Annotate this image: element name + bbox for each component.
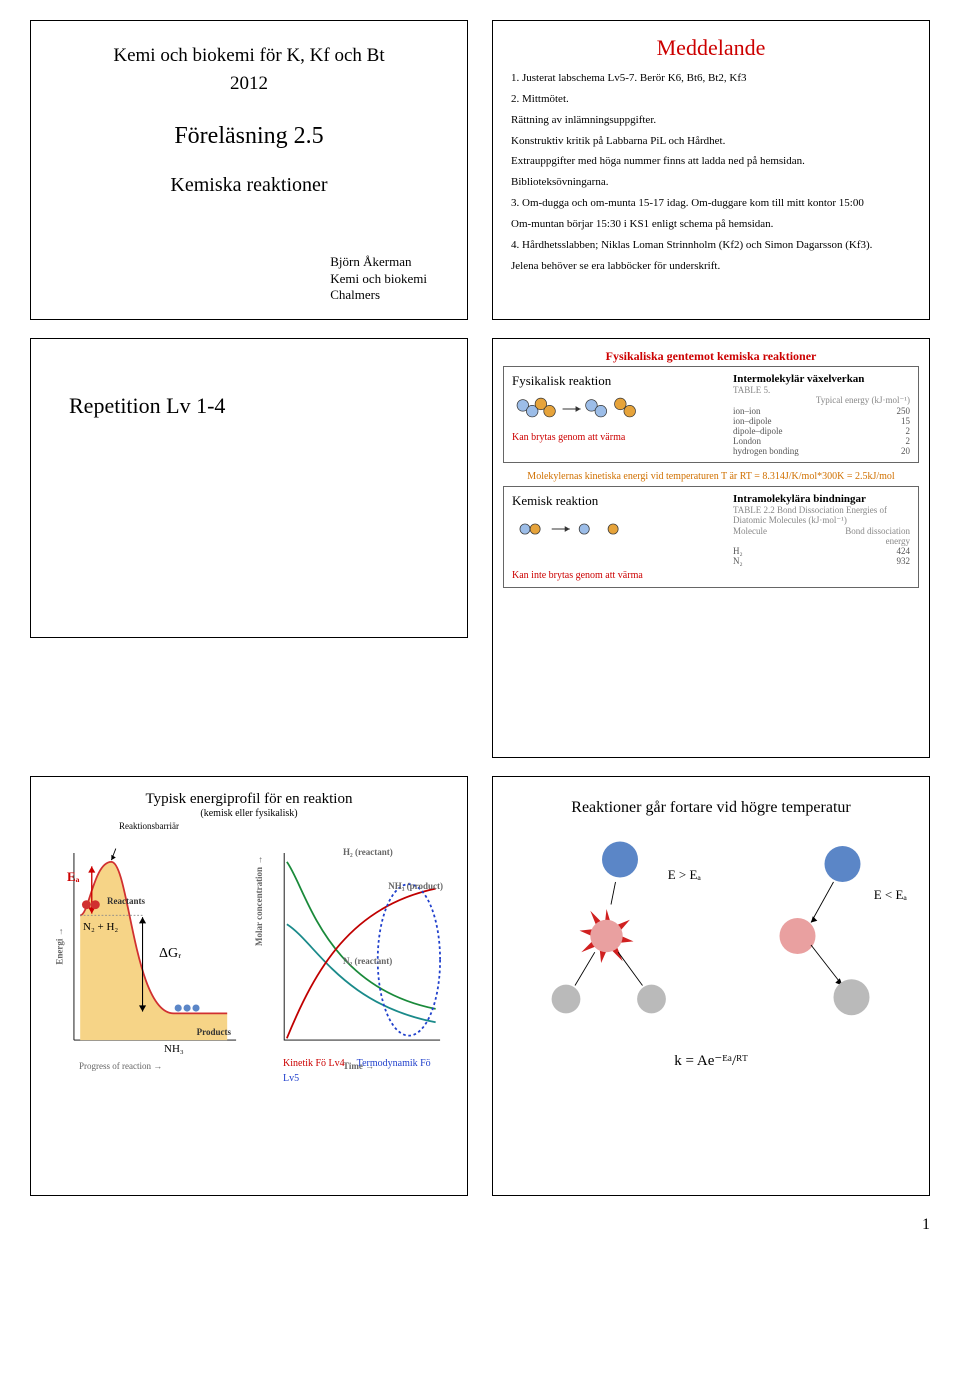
x-axis-label: Progress of reaction → [79,1061,162,1071]
t22c1: Molecule [733,526,767,546]
arrhenius-equation: k = Ae⁻ᴱᵃ/ᴿᵀ [511,1051,911,1070]
temperature-title: Reaktioner går fortare vid högre tempera… [511,799,911,817]
credit-uni: Chalmers [330,287,427,303]
intra-head: Intramolekylära bindningar [733,493,910,505]
panel-fysikalisk: Fysikalisk reaktion Kan brytas genom a [503,366,919,463]
kem-title: Kemisk reaktion [512,493,719,509]
lecture-subtitle: Kemiska reaktioner [49,174,449,197]
slide-2: Meddelande 1. Justerat labschema Lv5-7. … [492,20,930,320]
t5r2v: 2 [906,426,911,436]
slide-4: Fysikaliska gentemot kemiska reaktioner … [492,338,930,758]
course-title: Kemi och biokemi för K, Kf och Bt [49,43,449,69]
ann-p2c: Konstruktiv kritik på Labbarna PiL och H… [511,134,911,149]
t22r0k: H₂ [733,546,743,556]
table22-label: TABLE 2.2 Bond Dissociation Energies of … [733,505,910,526]
h2-label: H₂ (reactant) [343,847,393,857]
reactants-label: Reactants [107,896,145,906]
fys-note: Kan brytas genom att värma [512,432,719,443]
t22r0v: 424 [897,546,911,556]
n2-label: N₂ (reactant) [343,956,392,966]
collision-burst-icon [521,837,701,1017]
y-axis-label: Energi → [55,927,65,964]
t5r3v: 2 [906,436,911,446]
ann-p2e: Biblioteksövningarna. [511,175,911,190]
t5r4v: 20 [901,446,910,456]
reactants-formula: N₂ + H₂ [83,921,118,933]
slide-3: Repetition Lv 1-4 [30,338,468,638]
panel-kemisk: Kemisk reaktion Kan inte brytas genom at… [503,486,919,588]
fys-title: Fysikalisk reaktion [512,373,719,389]
kem-diagram-icon [512,509,642,549]
ann-p3a: 3. Om-dugga och om-munta 15-17 idag. Om-… [511,196,911,211]
barrier-label: Reaktionsbarriär [119,821,179,831]
dg-label: ΔGᵣ [159,946,181,962]
collision-bounce-icon [721,837,901,1017]
intermolecular-table: Intermolekylär växelverkan TABLE 5. Typi… [729,373,910,456]
slide4-head: Fysikaliska gentemot kemiska reaktioner [503,349,919,364]
announcement-title: Meddelande [511,35,911,61]
e-lt-ea: E < Eₐ [874,887,907,903]
nh3-label: NH₃ (product) [388,881,443,891]
energy-profile-chart: Reaktionsbarriär Eₐ Reactants N₂ + H₂ ΔG… [49,821,245,1085]
concentration-chart: H₂ (reactant) NH₃ (product) N₂ (reactant… [253,821,449,1085]
fys-diagram-icon [512,389,642,429]
kem-note: Kan inte brytas genom att värma [512,570,719,581]
t5r3k: London [733,436,761,446]
t22r1k: N₂ [733,556,743,566]
ann-p3b: Om-muntan börjar 15:30 i KS1 enligt sche… [511,217,911,232]
kinetic-energy-note: Molekylernas kinetiska energi vid temper… [503,471,919,482]
collision-diagram: E > Eₐ E < Eₐ [511,837,911,1021]
products-label: Products [197,1027,231,1037]
t5r4k: hydrogen bonding [733,446,799,456]
conc-y-label: Molar concentration → [254,856,264,946]
course-year: 2012 [49,73,449,95]
slide-6: Reaktioner går fortare vid högre tempera… [492,776,930,1196]
e-gt-ea: E > Eₐ [668,867,701,883]
t5r0k: ion–ion [733,406,761,416]
ann-p4b: Jelena behöver se era labböcker för unde… [511,259,911,274]
inter-head: Intermolekylär växelverkan [733,373,910,385]
repetition-title: Repetition Lv 1-4 [69,393,449,419]
page-number: 1 [30,1216,930,1234]
kinetik-label: Kinetik Fö Lv4 [283,1058,345,1069]
announcement-body: 1. Justerat labschema Lv5-7. Berör K6, B… [511,71,911,273]
energy-profile-subtitle: (kemisk eller fysikalisk) [49,808,449,819]
ann-p2a: 2. Mittmötet. [511,92,911,107]
table5-label: TABLE 5. [733,385,910,395]
credit-name: Björn Åkerman [330,254,427,270]
t5r1k: ion–dipole [733,416,772,426]
table5-col: Typical energy (kJ·mol⁻¹) [733,395,910,406]
ann-p2b: Rättning av inlämningsuppgifter. [511,113,911,128]
ann-p1: 1. Justerat labschema Lv5-7. Berör K6, B… [511,71,911,86]
slide-5: Typisk energiprofil för en reaktion (kem… [30,776,468,1196]
t5r1v: 15 [901,416,910,426]
energy-curve-icon [49,821,245,1081]
slides-grid: Kemi och biokemi för K, Kf och Bt 2012 F… [30,20,930,1196]
t5r2k: dipole–dipole [733,426,783,436]
slide-1: Kemi och biokemi för K, Kf och Bt 2012 F… [30,20,468,320]
concentration-curve-icon [253,821,449,1081]
ea-label: Eₐ [67,869,79,885]
table5-rows: ion–ion 250 ion–dipole 15 dipole–dipole 2 L… [733,406,910,456]
author-credit: Björn Åkerman Kemi och biokemi Chalmers [330,254,427,303]
ann-p4a: 4. Hårdhetsslabben; Niklas Loman Strinnh… [511,238,911,253]
credit-dept: Kemi och biokemi [330,271,427,287]
t5r0v: 250 [897,406,911,416]
lecture-number: Föreläsning 2.5 [49,123,449,150]
energy-profile-title: Typisk energiprofil för en reaktion [49,791,449,808]
products-formula: NH₃ [164,1043,184,1055]
intramolecular-table: Intramolekylära bindningar TABLE 2.2 Bon… [729,493,910,566]
t22r1v: 932 [897,556,911,566]
t22c2: Bond dissociation energy [840,526,910,546]
ann-p2d: Extrauppgifter med höga nummer finns att… [511,154,911,169]
